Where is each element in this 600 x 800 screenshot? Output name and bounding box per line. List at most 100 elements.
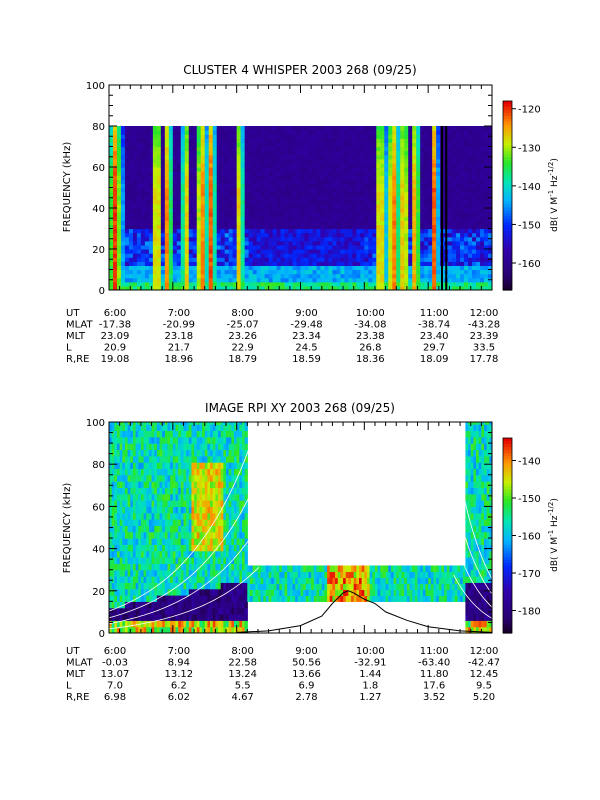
spectrogram-cell bbox=[248, 265, 254, 271]
spectrogram-cell bbox=[484, 191, 489, 197]
spectrogram-cell bbox=[472, 269, 477, 275]
spectrogram-cell bbox=[412, 162, 417, 168]
spectrogram-cell bbox=[420, 171, 425, 176]
spectrogram-cell bbox=[200, 162, 206, 168]
spectrogram-cell bbox=[120, 199, 126, 205]
spectrogram-cell bbox=[408, 199, 413, 205]
spectrogram-cell bbox=[432, 253, 437, 258]
spectrogram-cell bbox=[170, 550, 174, 558]
spectrogram-cell bbox=[143, 449, 147, 457]
spectrogram-cell bbox=[124, 285, 130, 290]
spectrogram-cell bbox=[135, 569, 139, 577]
spectrogram-cell bbox=[432, 138, 437, 143]
spectrogram-cell bbox=[132, 146, 138, 152]
spectrogram-cell bbox=[344, 130, 349, 135]
spectrogram-cell bbox=[292, 175, 298, 180]
spectrogram-cell bbox=[176, 277, 182, 283]
spectrogram-cell bbox=[236, 154, 242, 160]
spectrogram-cell bbox=[396, 199, 401, 205]
spectrogram-cell bbox=[436, 265, 441, 271]
spectrogram-cell bbox=[364, 130, 369, 135]
spectrogram-cell bbox=[300, 253, 306, 258]
spectrogram-cell bbox=[312, 150, 318, 156]
spectrogram-cell bbox=[252, 269, 258, 275]
spectrogram-cell bbox=[188, 183, 194, 189]
spectrogram-cell bbox=[120, 146, 126, 152]
spectrogram-cell bbox=[456, 158, 461, 164]
spectrogram-cell bbox=[396, 187, 401, 193]
spectrogram-cell bbox=[124, 261, 130, 266]
spectrogram-cell bbox=[392, 134, 397, 139]
spectrogram-cell bbox=[232, 130, 238, 135]
spectrogram-cell bbox=[284, 228, 290, 234]
spectrogram-cell bbox=[432, 175, 437, 180]
spectrogram-cell bbox=[476, 134, 481, 139]
spectrogram-cell bbox=[420, 281, 425, 287]
spectrogram-cell bbox=[260, 167, 266, 172]
spectrogram-cell bbox=[376, 208, 381, 213]
spectrogram-cell bbox=[288, 281, 294, 287]
spectrogram-cell bbox=[256, 171, 262, 176]
spectrogram-cell bbox=[312, 216, 318, 221]
spectrogram-cell bbox=[130, 525, 134, 533]
spectrogram-cell bbox=[120, 158, 126, 164]
spectrogram-cell bbox=[111, 487, 115, 495]
spectrogram-cell bbox=[208, 158, 214, 164]
spectrogram-cell bbox=[300, 154, 306, 160]
spectrogram-cell bbox=[138, 601, 142, 609]
spectrogram-cell bbox=[284, 212, 290, 217]
spectrogram-cell bbox=[120, 244, 126, 250]
spectrogram-cell bbox=[154, 506, 158, 514]
spectrogram-cell bbox=[484, 277, 489, 283]
spectrogram-cell bbox=[132, 506, 137, 514]
spectrogram-cell bbox=[119, 481, 123, 489]
spectrogram-cell bbox=[460, 208, 465, 213]
spectrogram-cell bbox=[312, 142, 318, 148]
spectrogram-cell bbox=[300, 195, 306, 201]
spectrogram-cell bbox=[252, 146, 258, 152]
spectrogram-cell bbox=[472, 130, 477, 135]
spectrogram-cell bbox=[304, 154, 310, 160]
spectrogram-cell bbox=[356, 208, 361, 213]
spectrogram-cell bbox=[424, 183, 429, 189]
spectrogram-cell bbox=[116, 462, 121, 470]
spectrogram-cell bbox=[228, 158, 234, 164]
spectrogram-cell bbox=[184, 199, 190, 205]
spectrogram-cell bbox=[268, 195, 274, 201]
spectrogram-cell bbox=[132, 224, 138, 230]
spectrogram-cell bbox=[240, 134, 246, 139]
spectrogram-cell bbox=[456, 171, 461, 176]
spectrogram-cell bbox=[122, 538, 126, 545]
spectrogram-cell bbox=[256, 277, 262, 283]
spectrogram-cell bbox=[167, 595, 171, 602]
spectrogram-cell bbox=[112, 236, 118, 242]
spectrogram-cell bbox=[308, 154, 314, 160]
spectrogram-cell bbox=[388, 285, 393, 290]
spectrogram-cell bbox=[476, 162, 481, 168]
spectrogram-cell bbox=[120, 187, 126, 193]
spectrogram-cell bbox=[436, 162, 441, 168]
spectrogram-cell bbox=[224, 154, 230, 160]
spectrogram-cell bbox=[464, 203, 469, 209]
spectrogram-cell bbox=[122, 500, 126, 507]
spectrogram-cell bbox=[122, 614, 126, 621]
colorbar-swatch bbox=[503, 168, 512, 173]
spectrogram-cell bbox=[162, 601, 166, 609]
spectrogram-cell bbox=[204, 216, 210, 221]
spectrogram-cell bbox=[216, 208, 222, 213]
spectrogram-cell bbox=[196, 167, 202, 172]
spectrogram-cell bbox=[148, 424, 153, 432]
spectrogram-cell bbox=[464, 261, 469, 266]
spectrogram-cell bbox=[140, 273, 146, 279]
spectrogram-cell bbox=[164, 455, 169, 463]
spectrogram-cell bbox=[224, 240, 230, 246]
spectrogram-cell bbox=[248, 158, 254, 164]
spectrogram-cell bbox=[119, 607, 123, 615]
spectrogram-cell bbox=[372, 261, 377, 266]
spectrogram-cell bbox=[164, 538, 169, 545]
spectrogram-cell bbox=[480, 249, 485, 254]
spectrogram-cell bbox=[130, 462, 134, 470]
spectrogram-cell bbox=[256, 203, 262, 209]
spectrogram-cell bbox=[120, 162, 126, 168]
spectrogram-cell bbox=[109, 474, 113, 482]
